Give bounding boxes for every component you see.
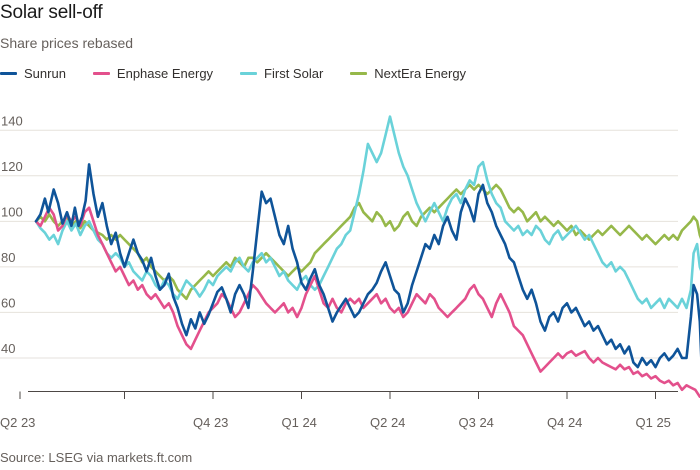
series-line-enphase-energy [34, 206, 700, 398]
x-tick-label-1: Q4 23 [193, 415, 228, 430]
x-tick-label-3: Q2 24 [370, 415, 405, 430]
chart-subtitle: Share prices rebased [0, 35, 134, 51]
x-tick-label-2: Q1 24 [282, 415, 317, 430]
legend-swatch-enphase-energy [92, 72, 110, 75]
source-note: Source: LSEG via markets.ft.com [0, 450, 193, 465]
y-tick-label-60: 60 [1, 295, 15, 310]
series-line-nextera-energy [34, 183, 700, 301]
y-tick-label-120: 120 [1, 159, 23, 174]
y-tick-label-80: 80 [1, 250, 15, 265]
chart-legend: Sunrun Enphase Energy First Solar NextEra E… [0, 66, 493, 81]
legend-swatch-nextera-energy [350, 72, 368, 75]
legend-item-first-solar: First Solar [240, 66, 323, 81]
x-tick-label-5: Q4 24 [547, 415, 582, 430]
legend-label-enphase-energy: Enphase Energy [116, 66, 214, 81]
legend-item-nextera-energy: NextEra Energy [350, 66, 466, 81]
x-tick-label-6: Q1 25 [636, 415, 671, 430]
legend-label-nextera-energy: NextEra Energy [374, 66, 467, 81]
y-tick-label-140: 140 [1, 113, 23, 128]
legend-swatch-sunrun [0, 72, 17, 75]
x-tick-label-0: Q2 23 [0, 415, 35, 430]
x-tick-label-4: Q3 24 [459, 415, 494, 430]
legend-label-sunrun: Sunrun [24, 66, 66, 81]
y-tick-label-100: 100 [1, 204, 23, 219]
chart-title: Solar sell-off [0, 2, 103, 23]
series-line-first-solar [34, 115, 700, 310]
legend-swatch-first-solar [240, 72, 258, 75]
legend-item-sunrun: Sunrun [0, 66, 66, 81]
legend-label-first-solar: First Solar [264, 66, 324, 81]
series-line-sunrun [34, 163, 700, 369]
y-tick-label-40: 40 [1, 341, 15, 356]
legend-item-enphase-energy: Enphase Energy [92, 66, 214, 81]
